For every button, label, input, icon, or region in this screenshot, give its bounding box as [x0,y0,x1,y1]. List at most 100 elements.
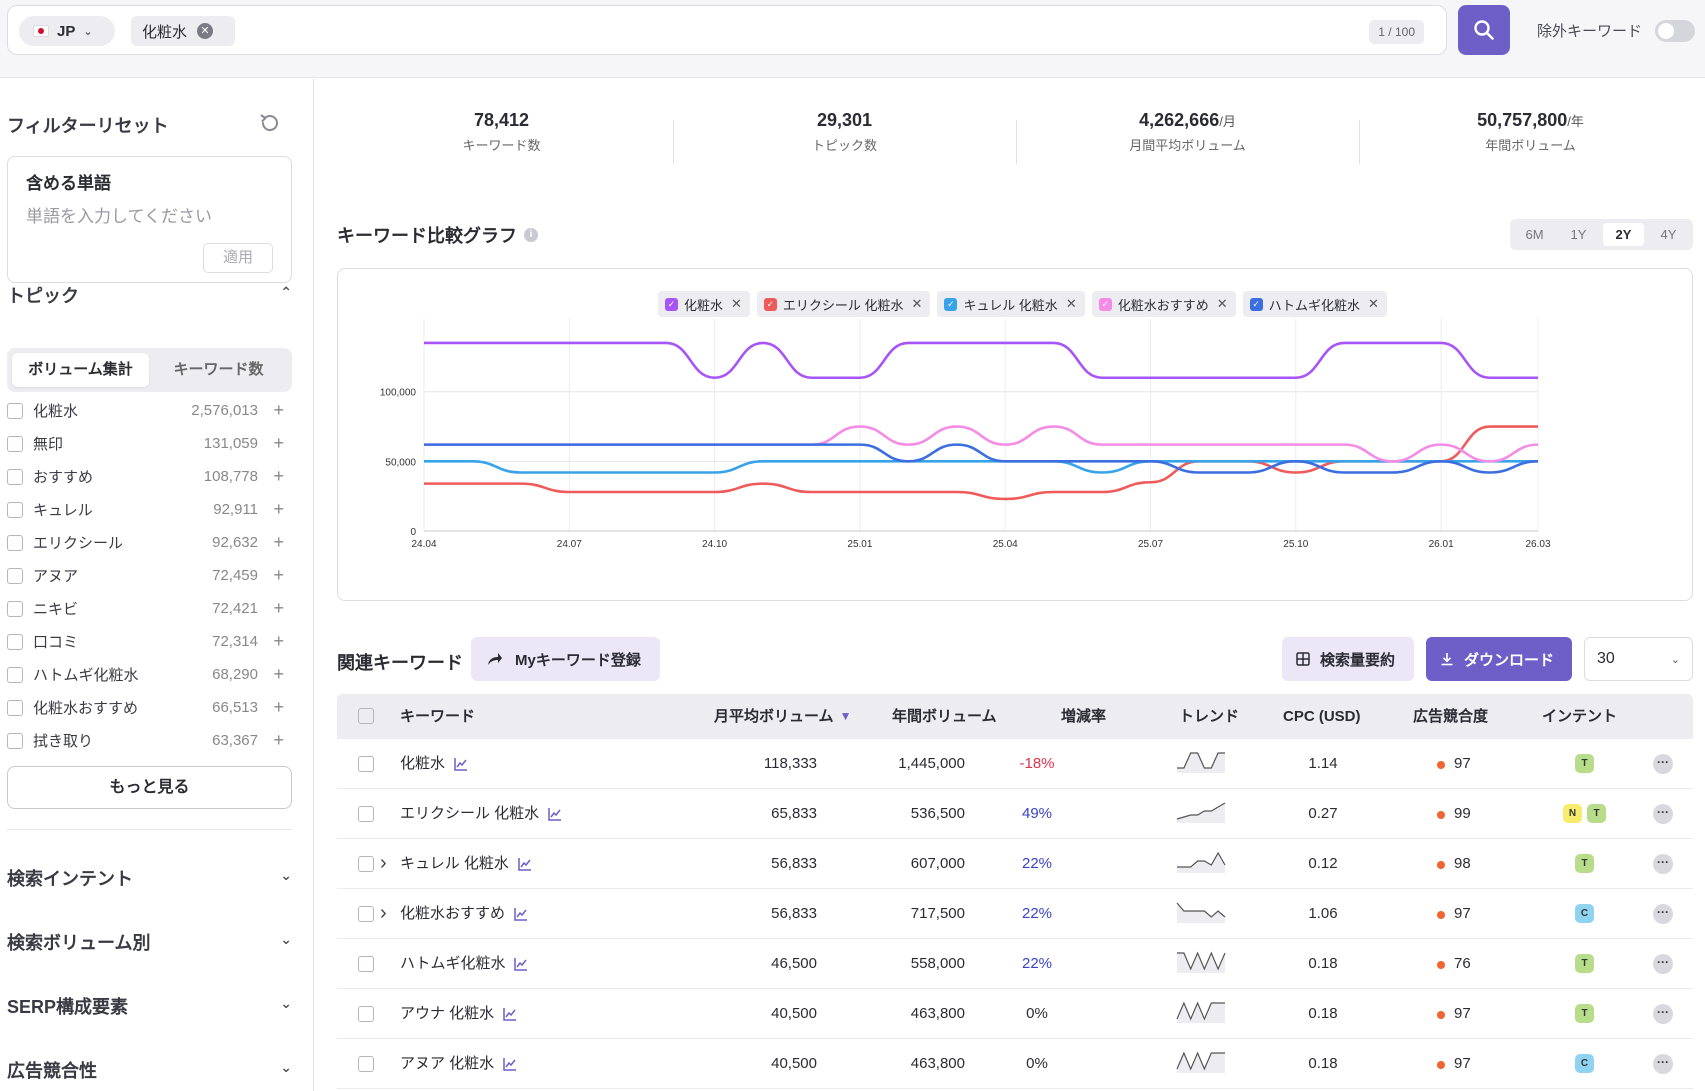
topic-item[interactable]: 口コミ 72,314 + [7,625,292,658]
page-size-select[interactable]: 30 ⌄ [1584,637,1693,681]
topic-item[interactable]: エリクシール 92,632 + [7,526,292,559]
keyword-text[interactable]: 化粧水 [400,755,446,772]
range-6m-button[interactable]: 6M [1525,227,1544,242]
topic-checkbox[interactable] [7,567,23,584]
table-row[interactable]: アウナ 化粧水 40,500 463,800 0% 0.18 97 T ··· [337,989,1693,1039]
plus-icon[interactable]: + [273,400,284,420]
topic-item[interactable]: アヌア 72,459 + [7,559,292,592]
register-my-keyword-button[interactable]: Myキーワード登録 [471,637,660,681]
topic-item[interactable]: 無印 131,059 + [7,427,292,460]
legend-item[interactable]: ✓ キュレル 化粧水 ✕ [937,291,1085,317]
topic-item[interactable]: 拭き取り 63,367 + [7,724,292,757]
trend-chart-icon[interactable] [513,907,528,922]
topic-item[interactable]: 化粧水おすすめ 66,513 + [7,691,292,724]
range-1y-button[interactable]: 1Y [1570,227,1587,242]
topic-item[interactable]: キュレル 92,911 + [7,493,292,526]
legend-checkbox-icon[interactable]: ✓ [1098,297,1112,311]
header-cpc[interactable]: CPC (USD) [1283,708,1361,725]
plus-icon[interactable]: + [273,697,284,717]
topic-checkbox[interactable] [7,666,23,683]
range-2y-button[interactable]: 2Y [1603,223,1644,246]
plus-icon[interactable]: + [273,466,284,486]
topic-checkbox[interactable] [7,600,23,617]
close-icon[interactable]: ✕ [731,296,742,311]
seg-volume-button[interactable]: ボリューム集計 [12,353,149,387]
topic-section-header[interactable]: トピック ⌃ [7,282,292,308]
trend-chart-icon[interactable] [517,857,532,872]
trend-chart-icon[interactable] [547,807,562,822]
row-checkbox[interactable] [358,806,374,822]
more-options-icon[interactable]: ··· [1653,754,1673,774]
more-options-icon[interactable]: ··· [1653,904,1673,924]
legend-checkbox-icon[interactable]: ✓ [763,297,777,311]
more-options-icon[interactable]: ··· [1653,854,1673,874]
plus-icon[interactable]: + [273,664,284,684]
row-checkbox[interactable] [358,906,374,922]
trend-chart-icon[interactable] [513,957,528,972]
legend-item[interactable]: ✓ 化粧水おすすめ ✕ [1091,291,1236,317]
legend-item[interactable]: ✓ エリクシール 化粧水 ✕ [756,291,931,317]
series-line[interactable] [424,460,1538,474]
plus-icon[interactable]: + [273,532,284,552]
row-checkbox[interactable] [358,756,374,772]
topic-checkbox[interactable] [7,468,23,485]
section-ad-competition[interactable]: 広告競合性 ⌄ [7,1057,292,1083]
topic-item[interactable]: おすすめ 108,778 + [7,460,292,493]
header-monthly-volume[interactable]: 月平均ボリューム ▼ [714,694,851,739]
series-line[interactable] [423,341,1538,380]
include-words-input[interactable] [26,207,276,227]
row-checkbox[interactable] [358,956,374,972]
topic-checkbox[interactable] [7,501,23,518]
section-search-volume[interactable]: 検索ボリューム別 ⌄ [7,929,292,955]
keyword-text[interactable]: ハトムギ化粧水 [400,955,506,972]
country-selector[interactable]: JP ⌄ [19,16,115,46]
topic-checkbox[interactable] [7,534,23,551]
row-checkbox[interactable] [358,856,374,872]
keyword-text[interactable]: アウナ 化粧水 [400,1005,495,1022]
legend-checkbox-icon[interactable]: ✓ [944,297,958,311]
close-icon[interactable]: ✕ [911,296,923,311]
range-4y-button[interactable]: 4Y [1660,227,1677,242]
reset-icon[interactable] [257,110,283,136]
topic-checkbox[interactable] [7,699,23,716]
more-options-icon[interactable]: ··· [1653,954,1673,974]
table-row[interactable]: › キュレル 化粧水 56,833 607,000 22% 0.12 98 T ··· [337,839,1693,889]
table-row[interactable]: ハトムギ化粧水 46,500 558,000 22% 0.18 76 T ··· [337,939,1693,989]
trend-chart-icon[interactable] [502,1057,517,1072]
header-ad-competition[interactable]: 広告競合度 [1413,708,1489,725]
plus-icon[interactable]: + [273,631,284,651]
keyword-text[interactable]: 化粧水おすすめ [400,905,506,922]
plus-icon[interactable]: + [273,598,284,618]
legend-item[interactable]: ✓ 化粧水 ✕ [658,291,750,317]
plus-icon[interactable]: + [273,565,284,585]
close-icon[interactable]: ✕ [1065,296,1077,311]
seg-keyword-count-button[interactable]: キーワード数 [173,361,264,378]
row-checkbox[interactable] [358,1006,374,1022]
plus-icon[interactable]: + [273,433,284,453]
topic-checkbox[interactable] [7,633,23,650]
legend-item[interactable]: ✓ ハトムギ化粧水 ✕ [1242,291,1387,317]
chevron-right-icon[interactable]: › [380,852,387,874]
apply-button[interactable]: 適用 [203,243,273,273]
exclude-keyword-toggle[interactable] [1655,20,1695,42]
more-options-icon[interactable]: ··· [1653,1004,1673,1024]
topic-checkbox[interactable] [7,402,23,419]
close-icon[interactable]: ✕ [1368,296,1379,311]
series-line[interactable] [424,425,1538,501]
header-keyword[interactable]: キーワード [400,708,476,725]
series-line[interactable] [423,443,1539,474]
info-icon[interactable]: i [524,228,538,242]
trend-chart-icon[interactable] [502,1007,517,1022]
header-yearly-volume[interactable]: 年間ボリューム [892,708,997,725]
download-button[interactable]: ダウンロード [1426,637,1572,681]
more-options-icon[interactable]: ··· [1653,1054,1673,1074]
keyword-text[interactable]: アヌア 化粧水 [400,1055,495,1072]
topic-item[interactable]: ニキビ 72,421 + [7,592,292,625]
volume-summary-button[interactable]: 検索量要約 [1282,637,1414,681]
table-row[interactable]: 化粧水 118,333 1,445,000 -18% 1.14 97 T ··· [337,739,1693,789]
remove-keyword-icon[interactable]: ✕ [197,23,214,39]
search-button[interactable] [1458,5,1510,55]
select-all-checkbox[interactable] [358,708,374,724]
section-search-intent[interactable]: 検索インテント ⌄ [7,865,292,891]
trend-chart-icon[interactable] [453,757,468,772]
